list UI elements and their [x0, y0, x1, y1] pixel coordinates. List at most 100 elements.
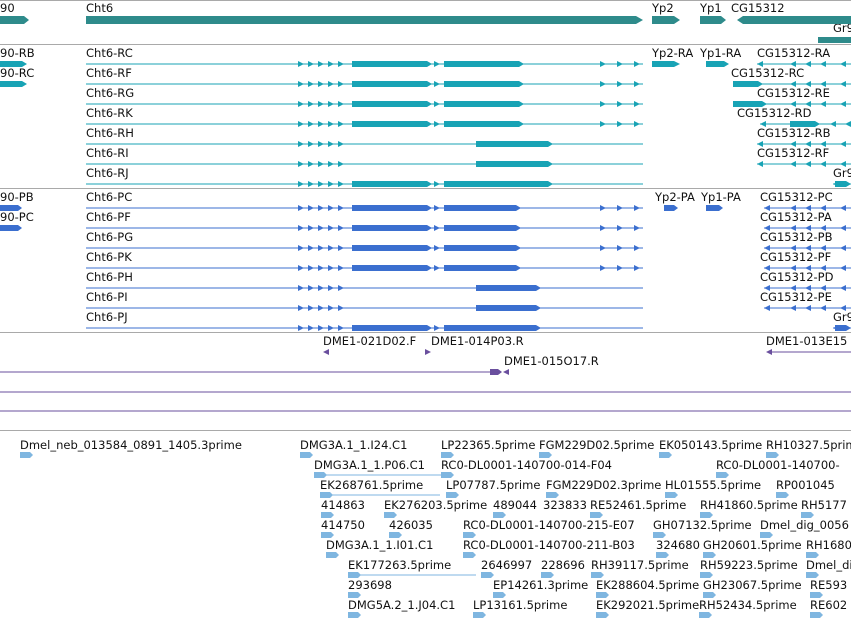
exon-arrow[interactable]	[424, 265, 430, 271]
exon-block[interactable]	[352, 61, 432, 67]
exon-block[interactable]	[444, 225, 521, 231]
rna-label-cht6-ri[interactable]: Cht6-RI	[86, 146, 129, 160]
protein-label-cg15312-pe[interactable]: CG15312-PE	[760, 290, 832, 304]
exon-arrow[interactable]	[298, 161, 304, 167]
protein-label-cg15312-pd[interactable]: CG15312-PD	[760, 270, 834, 284]
exon-block[interactable]	[352, 81, 432, 87]
exon-arrow[interactable]	[424, 61, 430, 67]
rna-feature-90-rc[interactable]	[0, 81, 27, 87]
exon-arrow[interactable]	[805, 161, 811, 167]
protein-label-yp1-pa[interactable]: Yp1-PA	[700, 190, 741, 204]
est-feature[interactable]	[596, 592, 609, 598]
est-label[interactable]: Dmel_dig_0056	[760, 518, 849, 532]
exon-arrow[interactable]	[338, 285, 344, 291]
exon-arrow[interactable]	[424, 81, 430, 87]
est-feature[interactable]	[699, 612, 712, 618]
est-feature[interactable]	[321, 532, 334, 538]
clone-feature-dme1-013e15[interactable]	[766, 349, 772, 355]
est-feature[interactable]	[481, 572, 494, 578]
protein-feature-90-pb[interactable]	[0, 205, 22, 211]
est-label[interactable]: RC0-DL0001-140700-014-F04	[441, 458, 612, 472]
exon-arrow[interactable]	[328, 305, 334, 311]
est-feature[interactable]	[539, 452, 552, 458]
rna-label-cg15312-ra[interactable]: CG15312-RA	[757, 46, 830, 60]
est-label[interactable]: 293698	[348, 578, 392, 592]
exon-arrow[interactable]	[308, 101, 314, 107]
rna-label-cg15312-rf[interactable]: CG15312-RF	[757, 146, 829, 160]
est-label[interactable]: 414750	[321, 518, 365, 532]
clone-label-dme1-021d02[interactable]: DME1-021D02.F	[323, 334, 416, 348]
est-label[interactable]: DMG5A.2_1.J04.C1	[348, 598, 455, 612]
exon-arrow[interactable]	[617, 81, 623, 87]
est-feature[interactable]	[463, 532, 476, 538]
exon-arrow[interactable]	[424, 181, 430, 187]
exon-block[interactable]	[476, 141, 553, 147]
exon-arrow[interactable]	[318, 225, 324, 231]
est-label[interactable]: RE52461.5prime	[590, 498, 686, 512]
exon-arrow[interactable]	[600, 205, 606, 211]
exon-arrow[interactable]	[298, 265, 304, 271]
protein-label-cht6-pk[interactable]: Cht6-PK	[86, 250, 132, 264]
exon-arrow[interactable]	[600, 225, 606, 231]
exon-arrow[interactable]	[318, 121, 324, 127]
exon-arrow[interactable]	[328, 285, 334, 291]
exon-arrow[interactable]	[298, 205, 304, 211]
clone-feature-dme1-015o17-end[interactable]	[503, 369, 509, 375]
exon-arrow[interactable]	[757, 141, 763, 147]
exon-arrow[interactable]	[298, 245, 304, 251]
exon-arrow[interactable]	[820, 285, 826, 291]
exon-arrow[interactable]	[318, 61, 324, 67]
exon-arrow[interactable]	[338, 305, 344, 311]
est-label[interactable]: RC0-DL0001-140700-	[716, 458, 840, 472]
exon-block[interactable]	[476, 161, 553, 167]
protein-label-cg15312-pc[interactable]: CG15312-PC	[760, 190, 833, 204]
exon-arrow[interactable]	[338, 141, 344, 147]
exon-arrow[interactable]	[298, 225, 304, 231]
exon-arrow[interactable]	[764, 265, 770, 271]
rna-label-cg15312-rc[interactable]: CG15312-RC	[731, 66, 804, 80]
est-label[interactable]: 323833	[543, 498, 587, 512]
est-feature[interactable]	[463, 552, 476, 558]
exon-block[interactable]	[444, 205, 521, 211]
gene-label-cht6[interactable]: Cht6	[86, 1, 113, 15]
exon-arrow[interactable]	[414, 225, 420, 231]
exon-block[interactable]	[444, 265, 521, 271]
est-label[interactable]: RE602	[810, 598, 847, 612]
exon-arrow[interactable]	[840, 265, 846, 271]
exon-arrow[interactable]	[434, 325, 440, 331]
exon-arrow[interactable]	[600, 61, 606, 67]
exon-block[interactable]	[352, 205, 432, 211]
exon-arrow[interactable]	[434, 205, 440, 211]
est-feature[interactable]	[446, 492, 459, 498]
exon-arrow[interactable]	[790, 305, 796, 311]
exon-arrow[interactable]	[840, 161, 846, 167]
clone-feature-dme1-014p03[interactable]	[425, 349, 431, 355]
exon-arrow[interactable]	[634, 225, 640, 231]
est-feature[interactable]	[703, 592, 716, 598]
exon-arrow[interactable]	[414, 205, 420, 211]
est-label[interactable]: EK268761.5prime	[320, 478, 423, 492]
est-label[interactable]: HL01555.5prime	[665, 478, 761, 492]
est-feature[interactable]	[659, 452, 672, 458]
rna-label-yp1-ra[interactable]: Yp1-RA	[699, 46, 741, 60]
exon-arrow[interactable]	[338, 181, 344, 187]
exon-arrow[interactable]	[308, 305, 314, 311]
exon-arrow[interactable]	[805, 101, 811, 107]
gene-feature-yp1[interactable]	[700, 16, 726, 24]
protein-label-cht6-pc[interactable]: Cht6-PC	[86, 190, 132, 204]
exon-block[interactable]	[352, 325, 432, 331]
exon-arrow[interactable]	[805, 285, 811, 291]
gene-feature-gr9[interactable]	[818, 37, 851, 43]
exon-arrow[interactable]	[845, 121, 851, 127]
rna-label-cht6-rj[interactable]: Cht6-RJ	[86, 166, 129, 180]
exon-arrow[interactable]	[414, 61, 420, 67]
est-feature[interactable]	[806, 552, 819, 558]
exon-arrow[interactable]	[414, 181, 420, 187]
protein-label-cg15312-pf[interactable]: CG15312-PF	[760, 250, 831, 264]
est-label[interactable]: GH07132.5prime	[653, 518, 752, 532]
est-label[interactable]: RH10327.5prime	[766, 438, 851, 452]
est-label[interactable]: FGM229D02.5prime	[539, 438, 654, 452]
exon-arrow[interactable]	[790, 245, 796, 251]
exon-arrow[interactable]	[434, 61, 440, 67]
est-feature[interactable]	[700, 512, 713, 518]
